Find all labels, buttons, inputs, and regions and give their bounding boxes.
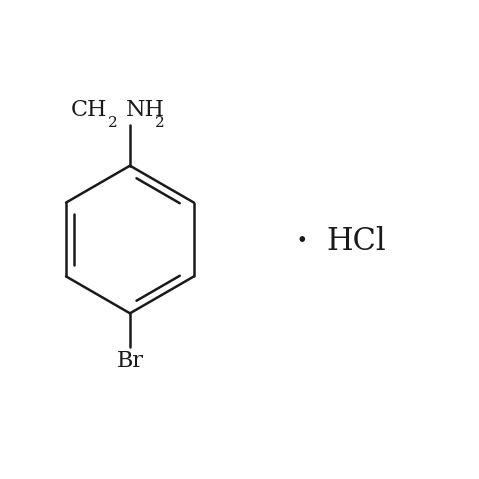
Text: NH: NH — [126, 100, 165, 121]
Text: 2: 2 — [108, 116, 117, 130]
Text: Br: Br — [116, 351, 144, 373]
Text: CH: CH — [71, 100, 108, 121]
Text: HCl: HCl — [326, 227, 386, 257]
Text: ·: · — [296, 227, 307, 257]
Text: 2: 2 — [155, 116, 164, 130]
